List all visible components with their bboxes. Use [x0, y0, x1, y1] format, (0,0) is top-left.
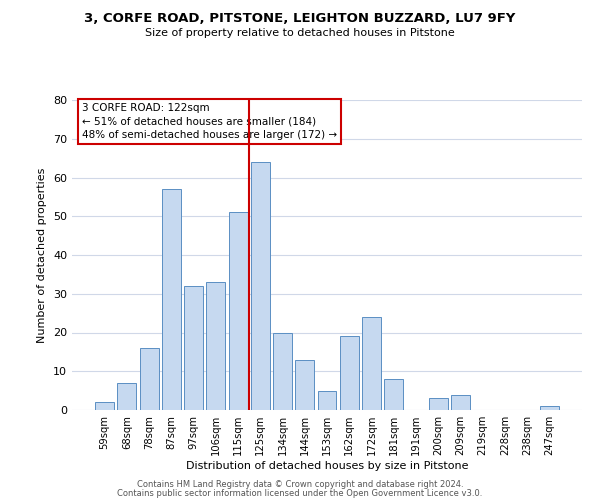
- Bar: [384, 379, 403, 410]
- Bar: [206, 282, 225, 410]
- Bar: [362, 317, 381, 410]
- Bar: [340, 336, 359, 410]
- Bar: [184, 286, 203, 410]
- Bar: [95, 402, 114, 410]
- Text: 3 CORFE ROAD: 122sqm
← 51% of detached houses are smaller (184)
48% of semi-deta: 3 CORFE ROAD: 122sqm ← 51% of detached h…: [82, 103, 337, 140]
- Bar: [317, 390, 337, 410]
- Bar: [118, 383, 136, 410]
- Bar: [451, 394, 470, 410]
- Text: Contains public sector information licensed under the Open Government Licence v3: Contains public sector information licen…: [118, 489, 482, 498]
- Text: Contains HM Land Registry data © Crown copyright and database right 2024.: Contains HM Land Registry data © Crown c…: [137, 480, 463, 489]
- X-axis label: Distribution of detached houses by size in Pitstone: Distribution of detached houses by size …: [186, 461, 468, 471]
- Bar: [162, 189, 181, 410]
- Text: 3, CORFE ROAD, PITSTONE, LEIGHTON BUZZARD, LU7 9FY: 3, CORFE ROAD, PITSTONE, LEIGHTON BUZZAR…: [85, 12, 515, 26]
- Y-axis label: Number of detached properties: Number of detached properties: [37, 168, 47, 342]
- Bar: [229, 212, 248, 410]
- Bar: [540, 406, 559, 410]
- Bar: [273, 332, 292, 410]
- Bar: [295, 360, 314, 410]
- Bar: [140, 348, 158, 410]
- Bar: [251, 162, 270, 410]
- Text: Size of property relative to detached houses in Pitstone: Size of property relative to detached ho…: [145, 28, 455, 38]
- Bar: [429, 398, 448, 410]
